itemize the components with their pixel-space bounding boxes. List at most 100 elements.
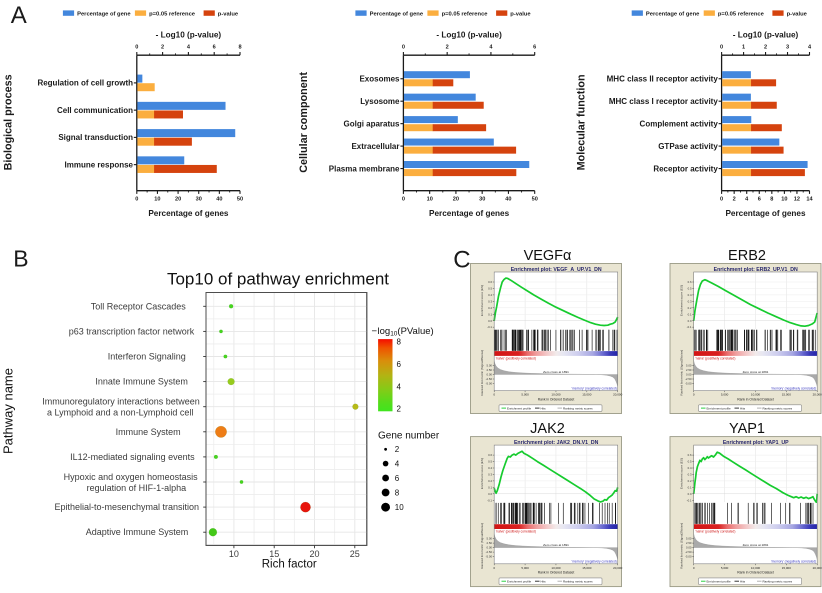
svg-text:0.00: 0.00 xyxy=(487,546,493,550)
svg-text:- Log10 (p-value): - Log10 (p-value) xyxy=(436,31,502,40)
svg-text:'memory' (negatively correlate: 'memory' (negatively correlated) xyxy=(771,386,816,390)
svg-text:0.4: 0.4 xyxy=(688,466,692,470)
svg-text:40: 40 xyxy=(216,197,222,203)
svg-text:Rank in Ordered Dataset: Rank in Ordered Dataset xyxy=(737,398,774,402)
svg-text:-0.1: -0.1 xyxy=(487,498,492,502)
svg-text:10,000: 10,000 xyxy=(751,393,761,397)
svg-text:Percentage of genes: Percentage of genes xyxy=(725,209,806,218)
svg-text:Hits: Hits xyxy=(740,580,746,584)
svg-text:5.00: 5.00 xyxy=(487,537,493,541)
svg-text:2: 2 xyxy=(733,197,736,203)
svg-text:IL12-mediated signaling events: IL12-mediated signaling events xyxy=(70,452,195,462)
svg-text:0: 0 xyxy=(720,197,723,203)
svg-text:Enrichment plot: VEGF_A_UP.V1_: Enrichment plot: VEGF_A_UP.V1_DN xyxy=(511,267,602,273)
svg-text:0.3: 0.3 xyxy=(488,299,492,303)
svg-text:Top10 of pathway enrichment: Top10 of pathway enrichment xyxy=(167,269,389,288)
svg-text:10: 10 xyxy=(154,197,160,203)
svg-text:20,000: 20,000 xyxy=(813,393,822,397)
svg-text:Immune response: Immune response xyxy=(65,161,134,170)
svg-text:20: 20 xyxy=(175,197,181,203)
svg-text:20: 20 xyxy=(309,549,319,559)
svg-text:4: 4 xyxy=(395,460,400,469)
svg-text:YAP1: YAP1 xyxy=(729,421,765,437)
svg-text:0.5: 0.5 xyxy=(688,287,692,291)
svg-text:6: 6 xyxy=(397,360,402,369)
svg-text:2: 2 xyxy=(446,45,449,51)
svg-text:0.3: 0.3 xyxy=(488,473,492,477)
svg-text:Complement activity: Complement activity xyxy=(640,119,719,128)
svg-text:Immunoregulatory interactions: Immunoregulatory interactions between xyxy=(42,397,200,407)
svg-text:20,000: 20,000 xyxy=(813,566,822,570)
svg-text:0.6: 0.6 xyxy=(688,453,692,457)
svg-text:-2.50: -2.50 xyxy=(486,377,493,381)
svg-text:Ranked list metric (Signal2Noi: Ranked list metric (Signal2Noise) xyxy=(680,350,684,396)
svg-text:Enrichment score (ES): Enrichment score (ES) xyxy=(480,285,484,316)
svg-text:p=0.05 reference: p=0.05 reference xyxy=(149,11,196,17)
svg-text:Ranking metric scores: Ranking metric scores xyxy=(563,406,593,410)
svg-text:VEGFα: VEGFα xyxy=(524,248,572,264)
svg-text:MHC class II receptor activity: MHC class II receptor activity xyxy=(607,75,719,84)
svg-text:Enrichment plot: YAP1_UP: Enrichment plot: YAP1_UP xyxy=(723,440,789,446)
svg-text:0: 0 xyxy=(135,45,138,51)
svg-text:B: B xyxy=(13,246,28,272)
svg-text:1: 1 xyxy=(742,45,745,51)
svg-text:p-value: p-value xyxy=(218,11,239,17)
svg-text:4: 4 xyxy=(745,197,749,203)
svg-text:Cell communication: Cell communication xyxy=(57,106,133,115)
svg-text:Zero cross at 1891: Zero cross at 1891 xyxy=(543,543,569,547)
svg-text:regulation of HIF-1-alpha: regulation of HIF-1-alpha xyxy=(87,483,187,493)
svg-text:Enrichment profile: Enrichment profile xyxy=(707,406,732,410)
svg-text:Percentage of genes: Percentage of genes xyxy=(429,209,510,218)
svg-text:14: 14 xyxy=(806,197,813,203)
svg-text:0.4: 0.4 xyxy=(488,466,492,470)
svg-text:Ranking metric scores: Ranking metric scores xyxy=(763,580,793,584)
svg-text:Enrichment score (ES): Enrichment score (ES) xyxy=(680,458,684,489)
svg-text:4: 4 xyxy=(808,45,812,51)
svg-text:0: 0 xyxy=(135,197,138,203)
svg-text:0.2: 0.2 xyxy=(488,479,492,483)
svg-text:20,000: 20,000 xyxy=(613,566,623,570)
svg-text:50: 50 xyxy=(237,197,243,203)
svg-text:log10(PValue): log10(PValue) xyxy=(378,326,434,338)
svg-text:0.5: 0.5 xyxy=(488,460,492,464)
svg-text:Receptor activity: Receptor activity xyxy=(653,164,718,173)
svg-text:Rank in Ordered Dataset: Rank in Ordered Dataset xyxy=(737,571,774,575)
svg-text:15,000: 15,000 xyxy=(582,393,592,397)
svg-text:6: 6 xyxy=(533,45,536,51)
svg-text:0.1: 0.1 xyxy=(688,486,692,490)
svg-text:ERB2: ERB2 xyxy=(728,248,766,264)
svg-text:25: 25 xyxy=(350,549,360,559)
svg-text:Rank in Ordered Dataset: Rank in Ordered Dataset xyxy=(538,398,575,402)
svg-text:Biological process: Biological process xyxy=(3,74,15,170)
svg-text:5,000: 5,000 xyxy=(521,393,529,397)
svg-text:Zero cross at 1891: Zero cross at 1891 xyxy=(743,370,769,374)
svg-text:C: C xyxy=(453,247,470,274)
svg-text:p63 transcription factor netwo: p63 transcription factor network xyxy=(69,326,195,336)
svg-text:3: 3 xyxy=(786,45,789,51)
svg-text:0: 0 xyxy=(693,393,695,397)
svg-text:15,000: 15,000 xyxy=(582,566,592,570)
svg-text:6: 6 xyxy=(758,197,761,203)
svg-text:10: 10 xyxy=(229,549,239,559)
svg-text:4: 4 xyxy=(187,45,191,51)
svg-text:-0.1: -0.1 xyxy=(687,498,692,502)
svg-text:'naïve' (positively correlated: 'naïve' (positively correlated) xyxy=(695,529,735,533)
svg-text:Percentage of gene: Percentage of gene xyxy=(646,11,700,17)
svg-text:0.1: 0.1 xyxy=(488,312,492,316)
svg-text:15,000: 15,000 xyxy=(782,393,792,397)
svg-text:0.3: 0.3 xyxy=(688,299,692,303)
svg-text:30: 30 xyxy=(196,197,202,203)
svg-text:'memory' (negatively correlate: 'memory' (negatively correlated) xyxy=(771,559,816,563)
svg-text:Hits: Hits xyxy=(740,406,746,410)
svg-text:0.4: 0.4 xyxy=(688,293,692,297)
svg-text:Lysosome: Lysosome xyxy=(360,97,400,106)
svg-text:Ranking metric scores: Ranking metric scores xyxy=(563,580,593,584)
svg-text:A: A xyxy=(11,2,27,29)
svg-text:Enrichment score (ES): Enrichment score (ES) xyxy=(680,285,684,316)
svg-text:0.00: 0.00 xyxy=(686,546,692,550)
svg-text:0.2: 0.2 xyxy=(688,479,692,483)
svg-text:5.00: 5.00 xyxy=(686,364,692,368)
svg-text:Innate Immune System: Innate Immune System xyxy=(95,377,188,387)
svg-text:Ranked list metric (Signal2Noi: Ranked list metric (Signal2Noise) xyxy=(480,350,484,396)
svg-text:Zero cross at 1891: Zero cross at 1891 xyxy=(543,370,569,374)
